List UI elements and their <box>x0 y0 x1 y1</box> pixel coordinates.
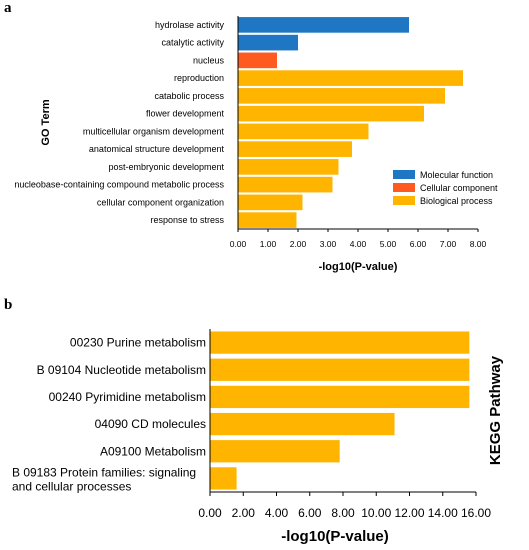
x-tick-label: 3.00 <box>320 239 337 249</box>
kegg-pathway-label: A09100 Metabolism <box>100 444 206 458</box>
kegg-bar <box>210 412 395 436</box>
legend-entry: Molecular function <box>420 170 493 180</box>
go-term-label: cellular component organization <box>97 197 224 207</box>
x-tick-label: 16.00 <box>461 506 491 520</box>
go-bar <box>238 194 303 211</box>
x-tick-label: 4.00 <box>350 239 367 249</box>
go-bar <box>238 17 409 33</box>
legend-swatch <box>393 183 415 192</box>
x-tick-label: 0.00 <box>198 506 222 520</box>
go-term-label: nucleus <box>193 55 225 65</box>
x-tick-label: 12.00 <box>394 506 424 520</box>
go-term-label: nucleobase-containing compound metabolic… <box>14 180 224 190</box>
x-tick-label: 8.00 <box>331 506 355 520</box>
go-bar <box>238 176 333 193</box>
legend-swatch <box>393 170 415 179</box>
go-bar <box>238 34 298 51</box>
go-term-label: hydrolase activity <box>155 20 225 30</box>
x-tick-label: 0.00 <box>230 239 247 249</box>
go-term-label: response to stress <box>150 215 224 225</box>
go-bar <box>238 88 445 104</box>
kegg-bar <box>210 331 470 354</box>
go-term-label: catalytic activity <box>161 38 224 48</box>
kegg-bar <box>210 358 470 381</box>
go-term-label: flower development <box>146 109 225 119</box>
go-bar <box>238 52 277 69</box>
x-tick-label: 2.00 <box>232 506 256 520</box>
go-term-label: reproduction <box>174 73 224 83</box>
legend-entry: Biological process <box>420 196 493 206</box>
go-bar <box>238 70 463 86</box>
kegg-pathway-label: 00230 Purine metabolism <box>70 336 206 350</box>
x-tick-label: 2.00 <box>290 239 307 249</box>
x-tick-label: 7.00 <box>440 239 457 249</box>
x-tick-label: 4.00 <box>265 506 289 520</box>
x-axis-label: -log10(P-value) <box>281 528 389 545</box>
go-bar <box>238 212 297 228</box>
go-term-label: multicellular organism development <box>83 126 225 136</box>
x-tick-label: 10.00 <box>361 506 391 520</box>
go-bar <box>238 141 352 157</box>
panel-a-chart: hydrolase activity catalytic activity nucl… <box>14 16 498 273</box>
legend-entry: Cellular component <box>420 183 498 193</box>
kegg-bar <box>210 385 470 409</box>
x-tick-label: 6.00 <box>298 506 322 520</box>
kegg-bar <box>210 467 237 490</box>
go-term-label: anatomical structure development <box>89 144 225 154</box>
x-tick-label: 5.00 <box>380 239 397 249</box>
go-bar <box>238 105 424 122</box>
kegg-bar <box>210 440 340 463</box>
x-tick-label: 6.00 <box>410 239 427 249</box>
kegg-pathway-label: B 09183 Protein families: signaling <box>12 465 196 479</box>
y-axis-label: KEGG Pathway <box>487 355 504 465</box>
kegg-pathway-label: 00240 Pyrimidine metabolism <box>49 390 206 404</box>
x-axis-label: -log10(P-value) <box>319 261 398 273</box>
go-term-label: post-embryonic development <box>108 162 224 172</box>
go-bar <box>238 123 369 140</box>
legend-swatch <box>393 196 415 205</box>
go-term-label: catabolic process <box>154 91 224 101</box>
panel-a-letter: a <box>4 0 12 16</box>
panel-b-letter: b <box>4 297 12 313</box>
panel-b-chart: 00230 Purine metabolism B 09104 Nucleotid… <box>12 329 504 545</box>
y-axis-label: GO Term <box>40 99 52 145</box>
kegg-pathway-label: 04090 CD molecules <box>95 417 206 431</box>
x-tick-label: 1.00 <box>260 239 277 249</box>
x-tick-label: 14.00 <box>428 506 458 520</box>
x-tick-label: 8.00 <box>470 239 487 249</box>
go-bar <box>238 159 339 175</box>
kegg-pathway-label-line2: and cellular processes <box>12 479 131 493</box>
kegg-pathway-label: B 09104 Nucleotide metabolism <box>37 363 206 377</box>
